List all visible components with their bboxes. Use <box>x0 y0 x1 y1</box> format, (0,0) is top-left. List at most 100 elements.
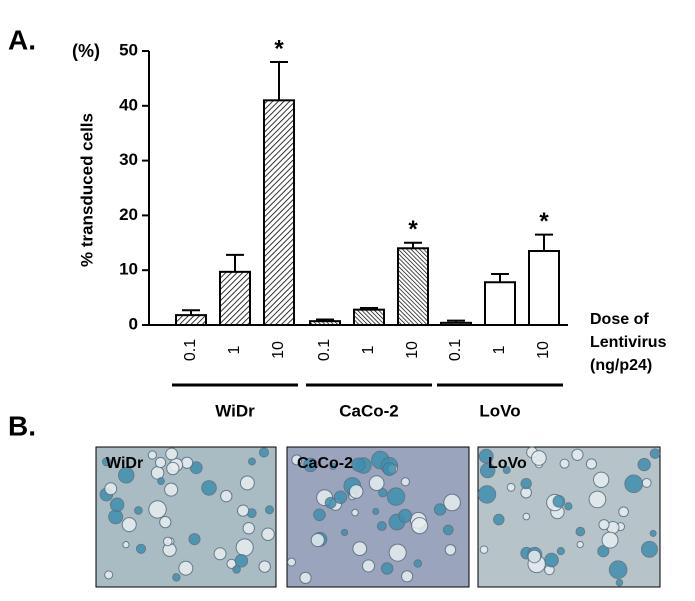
y-tick-label: 30 <box>119 150 138 169</box>
cell <box>104 570 114 580</box>
group-label: CaCo-2 <box>339 401 399 420</box>
y-tick-label: 10 <box>119 260 138 279</box>
cell <box>159 516 172 529</box>
cell <box>556 547 565 556</box>
cell <box>150 466 165 480</box>
cell <box>522 512 531 521</box>
cell <box>601 531 619 549</box>
cell <box>615 578 624 587</box>
y-tick-label: 50 <box>119 40 138 59</box>
bar <box>175 314 207 326</box>
cell <box>380 562 394 575</box>
x-tick-label: 0.1 <box>182 339 199 361</box>
cell <box>340 528 349 537</box>
cell <box>479 462 496 479</box>
cell <box>552 495 566 508</box>
y-unit: (%) <box>72 41 100 61</box>
micrograph-label: LoVo <box>488 455 527 472</box>
cell <box>640 540 658 558</box>
cell <box>310 532 325 548</box>
cell <box>444 544 457 556</box>
cell <box>608 560 628 579</box>
cell <box>162 536 173 547</box>
cell <box>479 545 489 554</box>
significance-mark: * <box>274 35 284 62</box>
cell <box>351 457 366 472</box>
micrograph-label: WiDr <box>106 455 143 472</box>
cell <box>333 490 348 504</box>
cell <box>378 487 388 498</box>
y-tick-label: 0 <box>129 314 138 333</box>
cell <box>575 526 586 537</box>
cell <box>649 529 657 537</box>
x-tick-label: 10 <box>535 341 552 359</box>
cell <box>261 527 275 541</box>
bar <box>484 281 516 327</box>
x-axis-label: Dose of <box>590 311 649 328</box>
cell <box>157 477 165 485</box>
cell <box>188 533 201 546</box>
cell <box>166 461 180 476</box>
cell <box>598 519 610 531</box>
cell <box>147 450 157 460</box>
cell <box>234 554 249 568</box>
cell <box>544 552 559 568</box>
cell <box>180 456 194 469</box>
group-label: WiDr <box>215 401 255 420</box>
cell <box>122 541 130 549</box>
cell <box>329 462 337 470</box>
x-tick-label: 0.1 <box>447 339 464 361</box>
x-tick-label: 1 <box>491 345 508 354</box>
x-tick-label: 10 <box>404 341 421 359</box>
cell <box>165 447 179 461</box>
cell <box>154 456 167 469</box>
cell <box>220 489 233 503</box>
cell <box>108 509 124 525</box>
cell <box>213 547 227 561</box>
cell <box>624 474 643 494</box>
x-axis-label: (ng/p24) <box>590 357 652 374</box>
cell <box>618 506 629 518</box>
cell <box>531 450 547 466</box>
y-tick-label: 40 <box>119 95 138 114</box>
cell <box>411 517 429 535</box>
cell <box>236 504 250 517</box>
cell <box>178 560 194 576</box>
cell <box>388 543 407 562</box>
cell <box>564 502 573 511</box>
cell <box>585 458 597 470</box>
cell <box>247 457 256 466</box>
cell <box>520 477 532 490</box>
cell <box>641 477 652 488</box>
cell <box>201 480 217 496</box>
cell <box>135 543 147 554</box>
cell <box>588 490 607 509</box>
cell <box>571 448 584 461</box>
cell <box>376 521 387 532</box>
bar <box>440 321 472 327</box>
cell <box>299 571 312 584</box>
cell <box>264 505 275 515</box>
cell <box>239 475 255 491</box>
cell <box>348 484 364 499</box>
cell <box>258 447 270 458</box>
cell <box>382 462 397 476</box>
cell <box>400 477 410 487</box>
cell <box>172 573 181 582</box>
panel-label: A. <box>8 24 36 55</box>
cell <box>361 559 375 573</box>
cell <box>597 545 610 558</box>
bar <box>353 308 385 327</box>
x-tick-label: 1 <box>226 345 243 354</box>
bar <box>397 247 429 326</box>
panel-label: B. <box>8 410 36 441</box>
cell <box>506 482 516 492</box>
cell <box>104 482 118 496</box>
cell <box>443 493 461 512</box>
cell <box>352 541 368 557</box>
cell <box>235 538 254 557</box>
significance-mark: * <box>408 216 418 243</box>
cell <box>291 454 303 466</box>
cell <box>101 457 111 467</box>
